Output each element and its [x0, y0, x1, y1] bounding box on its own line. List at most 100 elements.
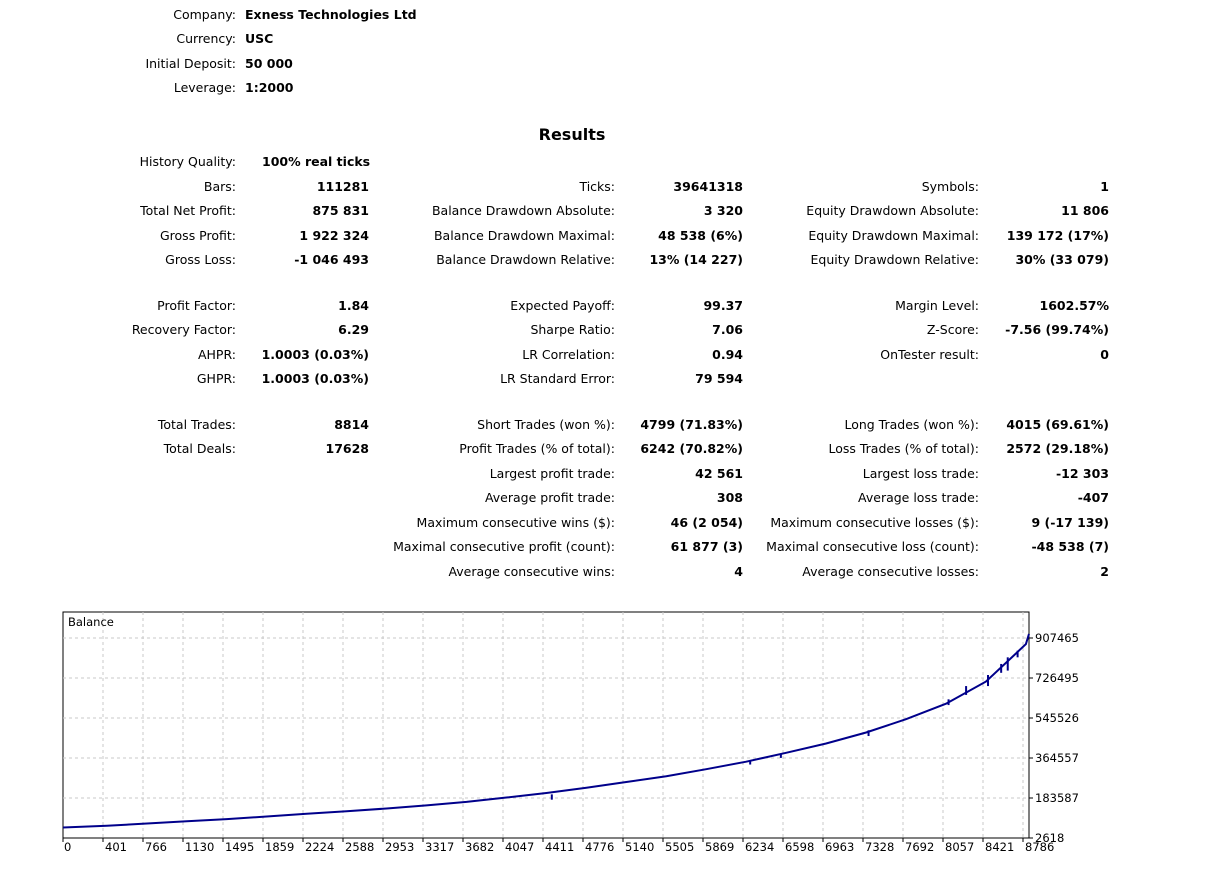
- stat-value: 13% (14 227): [649, 252, 743, 267]
- stat-label: Margin Level:: [895, 298, 979, 313]
- balance-chart-svg: 0 401 766 1130 1495 1859 2224 2588 2953 3317 3682 4…: [62, 611, 1079, 854]
- stat-label: LR Correlation:: [522, 347, 615, 362]
- stat-value: -12 303: [1055, 466, 1109, 481]
- x-tick-label: 0: [64, 840, 71, 854]
- stat-label: Sharpe Ratio:: [530, 322, 615, 337]
- header-label: Initial Deposit:: [145, 56, 236, 71]
- stat-label: Average profit trade:: [484, 490, 615, 505]
- x-tick-label: 8786: [1025, 840, 1054, 854]
- stat-value: 4015 (69.61%): [1006, 417, 1109, 432]
- stat-value: 39641318: [673, 179, 743, 194]
- stat-label: Maximum consecutive wins ($):: [416, 515, 615, 530]
- x-tick-label: 5505: [665, 840, 694, 854]
- stat-label: Profit Trades (% of total):: [459, 441, 615, 456]
- stat-label: Total Deals:: [163, 441, 236, 456]
- stat-value: 139 172 (17%): [1006, 228, 1109, 243]
- x-tick-label: 6234: [745, 840, 774, 854]
- stat-label: Equity Drawdown Maximal:: [808, 228, 979, 243]
- stat-value: 8814: [334, 417, 369, 432]
- x-tick-label: 7692: [905, 840, 934, 854]
- y-tick-label: 726495: [1035, 671, 1079, 685]
- stat-value: 79 594: [695, 371, 743, 386]
- header-label: Company:: [173, 7, 236, 22]
- x-tick-label: 3682: [465, 840, 494, 854]
- x-tick-label: 6598: [785, 840, 814, 854]
- x-tick-label: 401: [105, 840, 127, 854]
- header-value: 50 000: [245, 56, 293, 71]
- stat-value: 1602.57%: [1039, 298, 1109, 313]
- x-tick-label: 2224: [305, 840, 334, 854]
- stat-label: Maximum consecutive losses ($):: [770, 515, 979, 530]
- stat-value: 1.0003 (0.03%): [261, 371, 369, 386]
- y-tick-label: 183587: [1035, 791, 1079, 805]
- stat-label: Largest profit trade:: [489, 466, 615, 481]
- x-tick-label: 4047: [505, 840, 534, 854]
- stat-label: Largest loss trade:: [862, 466, 979, 481]
- stat-value: 30% (33 079): [1015, 252, 1109, 267]
- stat-value: 6242 (70.82%): [640, 441, 743, 456]
- plot-frame: [62, 611, 1030, 839]
- history-quality-value: 100% real ticks: [262, 154, 371, 169]
- stat-label: Gross Loss:: [165, 252, 236, 267]
- stat-value: 0.94: [712, 347, 743, 362]
- x-tick-label: 2953: [385, 840, 414, 854]
- x-tick-label: 3317: [425, 840, 454, 854]
- stat-value: 3 320: [703, 203, 743, 218]
- stat-value: 308: [716, 490, 743, 505]
- stat-value: 2: [1100, 564, 1109, 579]
- header-label: Currency:: [176, 31, 236, 46]
- stat-value: -48 538 (7): [1031, 539, 1109, 554]
- stat-label: Long Trades (won %):: [844, 417, 979, 432]
- stat-label: Short Trades (won %):: [477, 417, 615, 432]
- x-tick-label: 8421: [985, 840, 1014, 854]
- stat-label: Maximal consecutive loss (count):: [766, 539, 979, 554]
- x-tick-label: 2588: [345, 840, 374, 854]
- stat-value: 2572 (29.18%): [1006, 441, 1109, 456]
- stat-value: 9 (-17 139): [1031, 515, 1109, 530]
- stat-value: 111281: [316, 179, 369, 194]
- y-tick-label: 907465: [1035, 631, 1079, 645]
- stat-value: -1 046 493: [294, 252, 369, 267]
- stat-label: Balance Drawdown Maximal:: [433, 228, 615, 243]
- stat-label: Balance Drawdown Relative:: [436, 252, 615, 267]
- y-tick-label: 545526: [1035, 711, 1079, 725]
- stat-label: Expected Payoff:: [510, 298, 615, 313]
- stat-label: Average loss trade:: [858, 490, 979, 505]
- stat-label: Recovery Factor:: [131, 322, 236, 337]
- stat-value: 99.37: [703, 298, 743, 313]
- stat-label: Equity Drawdown Absolute:: [806, 203, 979, 218]
- stat-value: 6.29: [338, 322, 369, 337]
- y-tick-label: 2618: [1035, 831, 1064, 845]
- balance-line: [62, 633, 1030, 829]
- x-tick-label: 8057: [945, 840, 974, 854]
- x-tick-label: 7328: [865, 840, 894, 854]
- stat-label: Ticks:: [579, 179, 615, 194]
- stat-value: 42 561: [695, 466, 743, 481]
- stat-value: 1 922 324: [299, 228, 369, 243]
- stat-value: -7.56 (99.74%): [1005, 322, 1109, 337]
- balance-chart: 0 401 766 1130 1495 1859 2224 2588 2953 3317 3682 4…: [0, 600, 1219, 871]
- stat-label: GHPR:: [196, 371, 236, 386]
- stat-label: Equity Drawdown Relative:: [810, 252, 979, 267]
- stat-value: 7.06: [712, 322, 743, 337]
- results-title: Results: [538, 125, 606, 144]
- stat-value: -407: [1077, 490, 1109, 505]
- header-label: Leverage:: [173, 80, 236, 95]
- x-tick-label: 5869: [705, 840, 734, 854]
- stat-label: Total Net Profit:: [140, 203, 236, 218]
- x-tick-label: 4776: [585, 840, 614, 854]
- stat-value: 1: [1100, 179, 1109, 194]
- stat-label: Profit Factor:: [157, 298, 236, 313]
- chart-title: Balance: [68, 615, 114, 629]
- stat-label: Bars:: [203, 179, 236, 194]
- stat-label: Balance Drawdown Absolute:: [431, 203, 615, 218]
- x-tick-label: 1859: [265, 840, 294, 854]
- header-value: USC: [245, 31, 274, 46]
- x-tick-label: 4411: [545, 840, 574, 854]
- stat-label: Total Trades:: [157, 417, 236, 432]
- stat-label: Average consecutive losses:: [802, 564, 979, 579]
- stat-label: Z-Score:: [926, 322, 979, 337]
- x-tick-label: 1495: [225, 840, 254, 854]
- stat-value: 46 (2 054): [670, 515, 743, 530]
- x-tick-label: 1130: [185, 840, 214, 854]
